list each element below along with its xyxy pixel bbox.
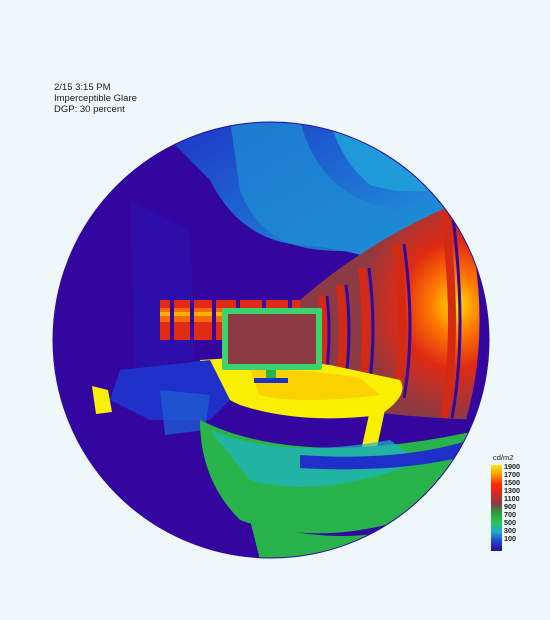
dgp-label: DGP: 30 percent	[54, 104, 125, 115]
legend-color-bar	[491, 465, 502, 551]
desk-surface	[200, 358, 403, 419]
legend-tick-label: 700	[504, 510, 516, 519]
legend-tick-label: 1300	[504, 486, 520, 495]
legend-tick-label: 100	[504, 534, 516, 543]
legend-unit: cd/m2	[493, 453, 514, 462]
legend-tick-label: 900	[504, 502, 516, 511]
floor-blue-stripe	[300, 440, 474, 470]
monitor-screen	[228, 314, 316, 364]
legend-tick-label: 1900	[504, 462, 520, 471]
legend-tick-label: 1100	[504, 494, 520, 503]
render-annotation: 2/15 3:15 PM Imperceptible Glare DGP: 30…	[54, 82, 137, 115]
legend-tick-label: 1500	[504, 478, 520, 487]
luminance-legend: cd/m2 1900 1700 1500 1300 1100 900 700 500 300 10…	[491, 453, 520, 551]
legend-tick-label: 1700	[504, 470, 520, 479]
monitor-base	[254, 378, 288, 383]
monitor-stand	[266, 370, 276, 380]
legend-tick-label: 500	[504, 518, 516, 527]
fisheye-rim	[52, 121, 490, 559]
legend-tick-labels: 1900 1700 1500 1300 1100 900 700 500 300 100	[504, 463, 520, 551]
side-glare-patch	[92, 386, 112, 414]
legend-tick-label: 300	[504, 526, 516, 535]
ceiling-light-band	[230, 122, 470, 252]
glare-class-label: Imperceptible Glare	[54, 93, 137, 104]
timestamp-label: 2/15 3:15 PM	[54, 82, 111, 93]
